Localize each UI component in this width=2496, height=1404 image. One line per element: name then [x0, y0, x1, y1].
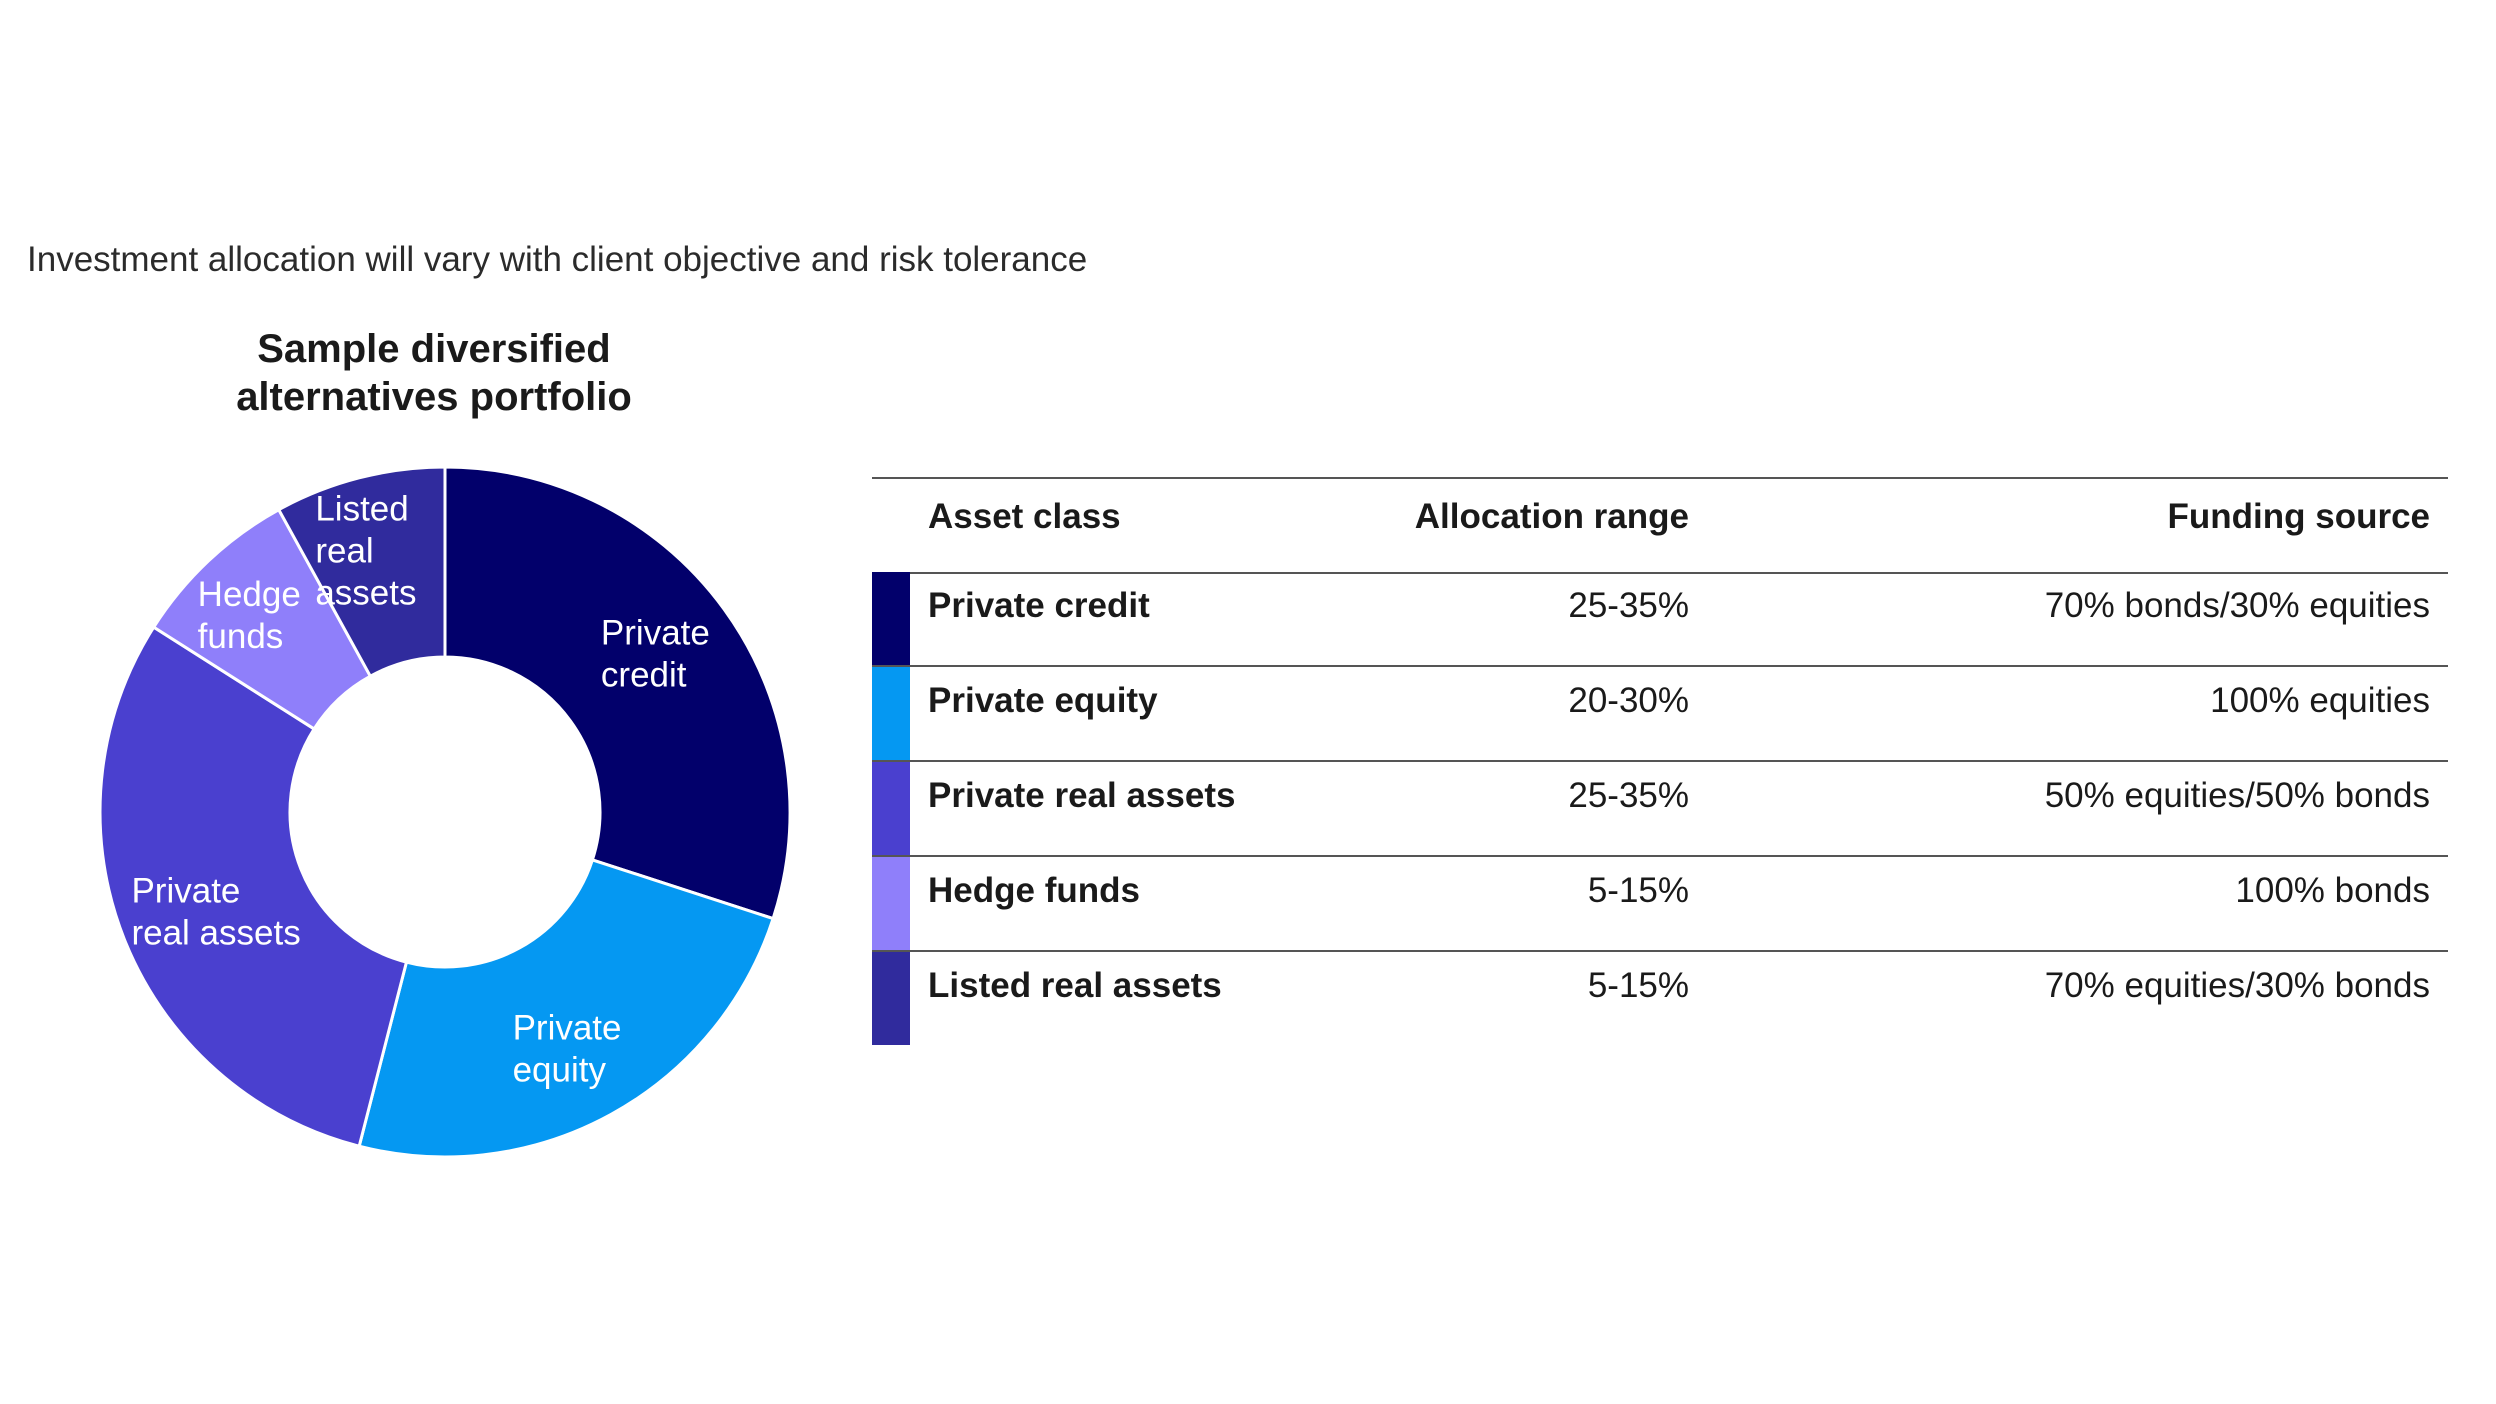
cell-allocation-range: 5-15% [1587, 871, 1689, 910]
color-swatch [872, 762, 910, 855]
table-top-rule [872, 477, 2448, 479]
header-asset-class: Asset class [928, 497, 1121, 536]
cell-allocation-range: 25-35% [1568, 776, 1689, 815]
table-header-row: Asset class Allocation range Funding sou… [872, 479, 2448, 574]
color-swatch [872, 952, 910, 1045]
chart-subtitle: Investment allocation will vary with cli… [27, 240, 1088, 279]
table-row: Private equity 20-30% 100% equities [872, 667, 2448, 762]
header-allocation-range: Allocation range [1414, 497, 1689, 536]
table-row: Hedge funds 5-15% 100% bonds [872, 857, 2448, 952]
chart-title-line-1: Sample diversified [257, 327, 611, 371]
cell-funding-source: 70% equities/30% bonds [2044, 966, 2430, 1005]
table-row: Listed real assets 5-15% 70% equities/30… [872, 952, 2448, 1045]
cell-funding-source: 100% bonds [2235, 871, 2430, 910]
color-swatch [872, 572, 910, 665]
slice-label-private-real-assets: Private real assets [131, 871, 300, 952]
cell-allocation-range: 20-30% [1568, 681, 1689, 720]
cell-allocation-range: 5-15% [1587, 966, 1689, 1005]
slice-label-private-credit: Private credit [601, 613, 710, 694]
slice-label-private-equity: Private equity [513, 1009, 622, 1090]
table-row: Private credit 25-35% 70% bonds/30% equi… [872, 572, 2448, 667]
slice-label-listed-real-assets: Listed real assets [315, 489, 416, 612]
donut-slice-private-credit [443, 465, 792, 921]
cell-asset-class: Private real assets [928, 776, 1236, 815]
color-swatch [872, 857, 910, 950]
cell-asset-class: Hedge funds [928, 871, 1140, 910]
donut-slice-private-equity [357, 858, 776, 1159]
cell-asset-class: Listed real assets [928, 966, 1222, 1005]
slice-label-hedge-funds: Hedge funds [198, 575, 301, 656]
cell-asset-class: Private equity [928, 681, 1158, 720]
cell-funding-source: 50% equities/50% bonds [2044, 776, 2430, 815]
donut-slice-hedge-funds [151, 507, 373, 732]
cell-funding-source: 100% equities [2210, 681, 2430, 720]
donut-slice-listed-real-assets [276, 465, 447, 679]
cell-asset-class: Private credit [928, 586, 1150, 625]
chart-title-line-2: alternatives portfolio [236, 375, 632, 419]
chart-title: Sample diversified alternatives portfoli… [130, 325, 738, 421]
color-swatch [872, 667, 910, 760]
cell-funding-source: 70% bonds/30% equities [2044, 586, 2430, 625]
cell-allocation-range: 25-35% [1568, 586, 1689, 625]
table-row: Private real assets 25-35% 50% equities/… [872, 762, 2448, 857]
donut-slice-private-real-assets [98, 625, 409, 1148]
header-funding-source: Funding source [2167, 497, 2431, 536]
